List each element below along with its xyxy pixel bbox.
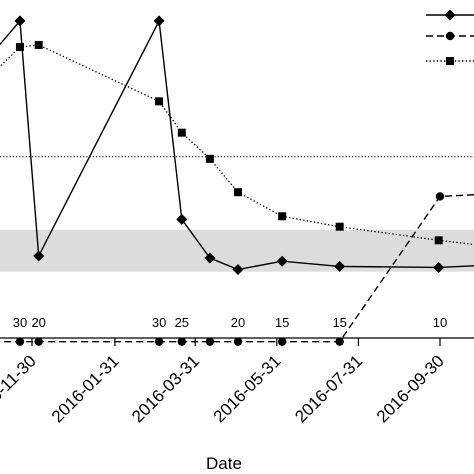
series-2-point-10 [435,192,445,201]
data-label-6: 15 [275,315,289,330]
series-1-point-7 [232,264,244,276]
series-3-point-5 [177,128,186,137]
series-3-point-2 [15,43,24,52]
data-label-3: 30 [152,315,166,330]
series-2-point-8 [277,337,287,346]
x-axis-title: Date [206,454,242,473]
series-2-point-4 [154,337,164,346]
series-1-point-4 [153,15,165,27]
legend-marker-1 [444,9,456,21]
legend-marker-3 [446,57,454,65]
series-2-point-3 [34,337,43,346]
series-markers [14,15,445,346]
series-3-point-3 [34,40,43,49]
shaded-reference-band [0,229,474,272]
series-1-point-5 [176,213,188,225]
series-3-point-8 [278,212,287,221]
series-1-point-8 [276,255,288,267]
series-2-point-6 [205,337,215,346]
series-1-point-6 [204,252,216,264]
series-3-point-7 [234,188,243,197]
data-label-8: 10 [433,315,447,330]
data-label-5: 20 [231,315,245,330]
series-2-point-9 [335,337,344,346]
series-2-point-7 [233,337,243,346]
series-1-point-10 [433,261,445,273]
series-1-point-9 [334,260,346,272]
series-3-point-6 [205,154,214,163]
data-label-7: 15 [332,315,346,330]
series-1-point-2 [14,15,26,27]
series-3-point-4 [155,97,164,106]
series-2-point-5 [177,337,187,346]
data-label-4: 25 [175,315,189,330]
data-label-2: 20 [31,315,45,330]
legend-marker-2 [445,31,455,41]
data-labels: 30 20 30 25 20 15 15 10 [13,315,448,330]
data-label-1: 30 [13,315,27,330]
series-3-point-9 [335,222,344,231]
series-1-point-3 [33,250,45,262]
series-2-point-2 [15,337,25,346]
series-3-point-10 [434,236,443,245]
legend [426,9,474,65]
